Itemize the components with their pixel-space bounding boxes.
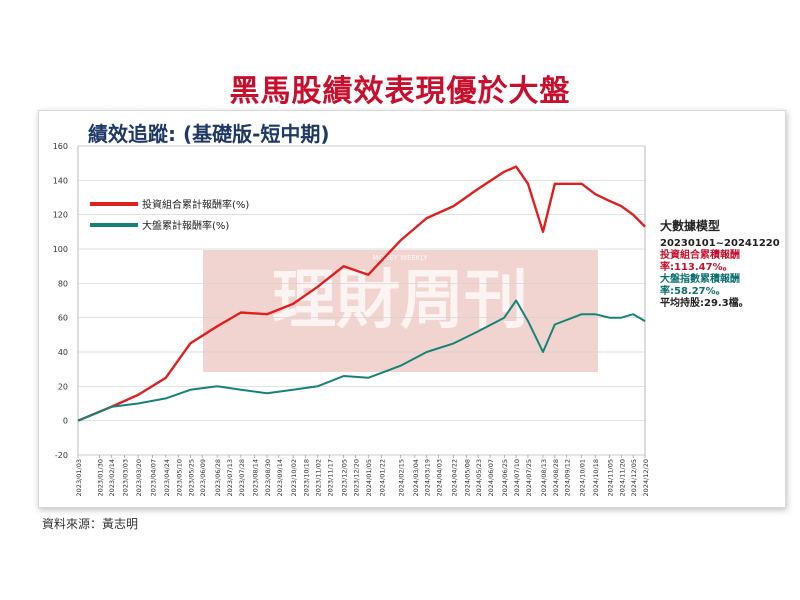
x-tick-label: 2024/01/22	[379, 459, 387, 496]
x-tick-label: 2024/11/20	[618, 459, 626, 496]
watermark-tagline: MONEY WEEKLY	[372, 254, 428, 262]
x-tick-label: 2024/10/18	[592, 459, 600, 496]
y-tick-label: 20	[58, 382, 68, 391]
x-tick-label: 2024/11/05	[606, 459, 614, 496]
y-tick-label: 40	[58, 348, 68, 357]
x-tick-label: 2023/10/02	[290, 459, 298, 496]
chart-legend: 投資組合累計報酬率(%) 大盤累計報酬率(%)	[90, 198, 249, 232]
x-tick-label: 2024/04/03	[436, 459, 444, 496]
series-line-market	[77, 299, 646, 422]
y-tick-label: 160	[53, 142, 68, 151]
x-tick-label: 2024/02/15	[398, 459, 406, 496]
series-line-portfolio	[77, 165, 646, 422]
x-tick-label: 2024/01/05	[365, 459, 373, 496]
y-tick-label: 120	[53, 211, 68, 220]
legend-label: 大盤累計報酬率(%)	[142, 219, 229, 232]
x-tick-label: 2023/01/03	[75, 459, 83, 496]
y-tick-label: -20	[55, 451, 68, 460]
x-tick-label: 2023/03/20	[135, 459, 143, 496]
x-tick-label: 2023/03/03	[122, 459, 130, 496]
x-tick-label: 2024/08/28	[552, 459, 560, 496]
x-tick-label: 2023/12/20	[353, 459, 361, 496]
x-tick-label: 2024/03/04	[412, 459, 420, 496]
x-tick-label: 2023/06/28	[214, 459, 222, 496]
x-tick-label: 2024/07/25	[525, 459, 533, 496]
x-tick-label: 2024/12/20	[642, 459, 650, 496]
side-panel-period: 20230101~20241220	[660, 238, 780, 249]
source-note: 資料來源：黃志明	[42, 517, 139, 531]
side-panel-avg-holding: 平均持股:29.3檔。	[660, 298, 749, 309]
side-panel-market-return: 大盤指數累積報酬率:58.27%。	[660, 274, 740, 297]
x-tick-label: 2024/08/13	[540, 459, 548, 496]
chart-frame	[38, 110, 786, 508]
x-tick-label: 2023/06/09	[199, 459, 207, 496]
chart-title: 績效追蹤: (基礎版-短中期)	[88, 122, 330, 146]
x-tick-label: 2023/02/14	[108, 459, 116, 496]
y-tick-label: 140	[53, 176, 68, 185]
x-tick-label: 2023/07/28	[238, 459, 246, 496]
chart-series	[77, 165, 646, 422]
x-tick-label: 2023/12/05	[341, 459, 349, 496]
x-tick-label: 2023/01/30	[96, 459, 104, 496]
x-tick-label: 2024/07/10	[513, 459, 521, 496]
x-tick-label: 2023/04/07	[149, 459, 157, 496]
x-tick-label: 2024/12/05	[630, 459, 638, 496]
x-tick-label: 2024/06/07	[487, 459, 495, 496]
x-tick-label: 2023/05/10	[175, 459, 183, 496]
y-tick-label: 80	[58, 279, 68, 288]
x-axis: 2023/01/03 2023/01/30 2023/02/14 2023/03/03…	[75, 455, 650, 496]
legend-label: 投資組合累計報酬率(%)	[142, 198, 249, 211]
x-tick-label: 2024/09/12	[564, 459, 572, 496]
side-panel-portfolio-return: 投資組合累積報酬率:113.47%。	[660, 250, 740, 273]
chart-grid	[77, 145, 646, 456]
x-tick-label: 2024/05/08	[463, 459, 471, 496]
x-tick-label: 2024/05/23	[475, 459, 483, 496]
x-tick-label: 2023/08/30	[264, 459, 272, 496]
x-tick-label: 2023/07/13	[226, 459, 234, 496]
y-axis: -20 0 20 40 60 80 100 120 140 160	[53, 142, 68, 460]
side-panel: 大數據模型 20230101~20241220 投資組合累積報酬率:113.47…	[660, 220, 785, 310]
watermark-text: 理財周刊	[272, 263, 528, 338]
headline: 黑馬股績效表現優於大盤	[229, 74, 571, 109]
y-tick-label: 0	[63, 417, 68, 426]
y-tick-label: 100	[53, 245, 68, 254]
x-tick-label: 2023/09/14	[276, 459, 284, 496]
x-tick-label: 2024/04/22	[451, 459, 459, 496]
side-panel-title: 大數據模型	[660, 219, 721, 233]
x-tick-label: 2023/11/02	[315, 459, 323, 496]
x-tick-label: 2024/06/25	[501, 459, 509, 496]
x-tick-label: 2024/10/01	[579, 459, 587, 496]
x-tick-label: 2023/11/17	[326, 459, 334, 496]
x-tick-label: 2023/10/18	[303, 459, 311, 496]
x-tick-label: 2023/08/14	[251, 459, 259, 496]
x-tick-label: 2023/05/25	[187, 459, 195, 496]
x-tick-label: 2024/03/19	[424, 459, 432, 496]
y-tick-label: 60	[58, 314, 68, 323]
x-tick-label: 2023/04/24	[163, 459, 171, 496]
